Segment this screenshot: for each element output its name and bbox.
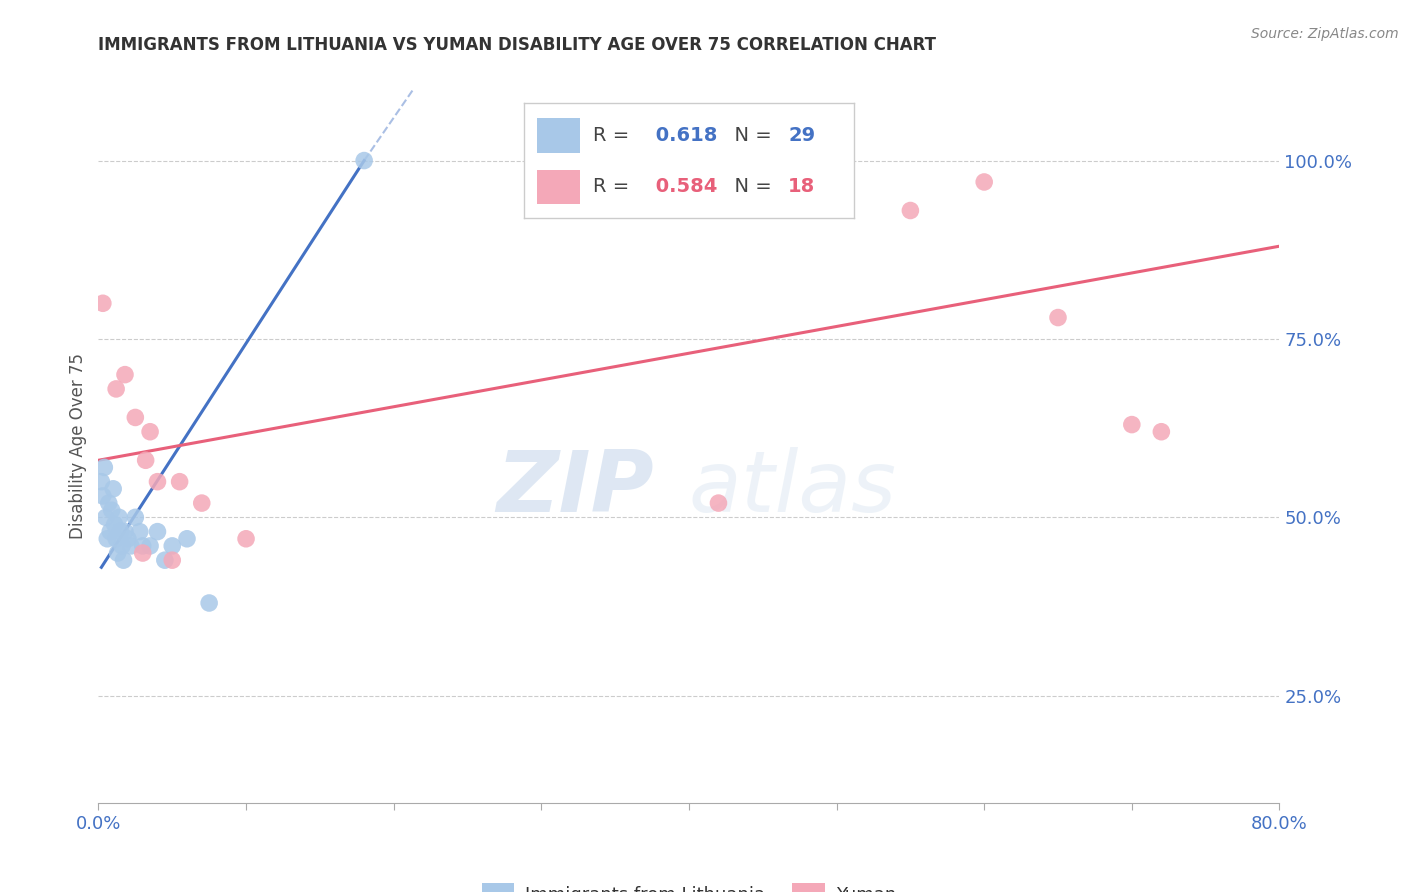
Point xyxy=(114,368,136,382)
Point xyxy=(98,524,121,539)
Point xyxy=(128,524,150,539)
Point xyxy=(97,496,120,510)
Point xyxy=(162,539,183,553)
Point xyxy=(90,475,112,489)
Text: atlas: atlas xyxy=(689,447,897,531)
Point xyxy=(176,532,198,546)
Text: ZIP: ZIP xyxy=(496,447,654,531)
Text: N =: N = xyxy=(723,126,778,145)
Point xyxy=(146,475,169,489)
Point xyxy=(112,553,135,567)
Point xyxy=(94,510,117,524)
Y-axis label: Disability Age Over 75: Disability Age Over 75 xyxy=(69,353,87,539)
Point xyxy=(1150,425,1173,439)
Point xyxy=(108,510,131,524)
Text: 18: 18 xyxy=(789,178,815,196)
Point xyxy=(139,425,162,439)
Bar xyxy=(537,169,579,204)
Point xyxy=(132,546,155,560)
Point xyxy=(169,475,191,489)
Point xyxy=(146,524,169,539)
Point xyxy=(1121,417,1143,432)
Bar xyxy=(537,119,579,153)
Point xyxy=(900,203,922,218)
Text: 0.584: 0.584 xyxy=(650,178,717,196)
Point xyxy=(124,510,146,524)
Text: 29: 29 xyxy=(789,126,815,145)
Point xyxy=(707,496,730,510)
Point xyxy=(117,532,139,546)
Point xyxy=(91,489,114,503)
Point xyxy=(135,453,157,467)
Text: IMMIGRANTS FROM LITHUANIA VS YUMAN DISABILITY AGE OVER 75 CORRELATION CHART: IMMIGRANTS FROM LITHUANIA VS YUMAN DISAB… xyxy=(98,36,936,54)
Point xyxy=(114,524,136,539)
Text: N =: N = xyxy=(723,178,778,196)
Point xyxy=(973,175,995,189)
Text: R =: R = xyxy=(593,178,636,196)
Point xyxy=(139,539,162,553)
Legend: Immigrants from Lithuania, Yuman: Immigrants from Lithuania, Yuman xyxy=(475,876,903,892)
Point xyxy=(91,296,114,310)
Point xyxy=(1046,310,1069,325)
Point xyxy=(100,503,122,517)
Point xyxy=(105,532,128,546)
Point xyxy=(235,532,257,546)
Point xyxy=(105,382,128,396)
Point xyxy=(107,546,129,560)
Point xyxy=(162,553,183,567)
Text: R =: R = xyxy=(593,126,636,145)
Point xyxy=(153,553,176,567)
Point xyxy=(124,410,146,425)
Point xyxy=(104,517,127,532)
Point xyxy=(132,539,155,553)
Point xyxy=(353,153,375,168)
Point xyxy=(103,482,125,496)
Point xyxy=(111,539,134,553)
Point xyxy=(191,496,214,510)
Point xyxy=(198,596,221,610)
Point xyxy=(110,524,132,539)
Text: Source: ZipAtlas.com: Source: ZipAtlas.com xyxy=(1251,27,1399,41)
Text: 0.618: 0.618 xyxy=(650,126,717,145)
Point xyxy=(93,460,115,475)
Point xyxy=(96,532,118,546)
Point xyxy=(120,539,142,553)
